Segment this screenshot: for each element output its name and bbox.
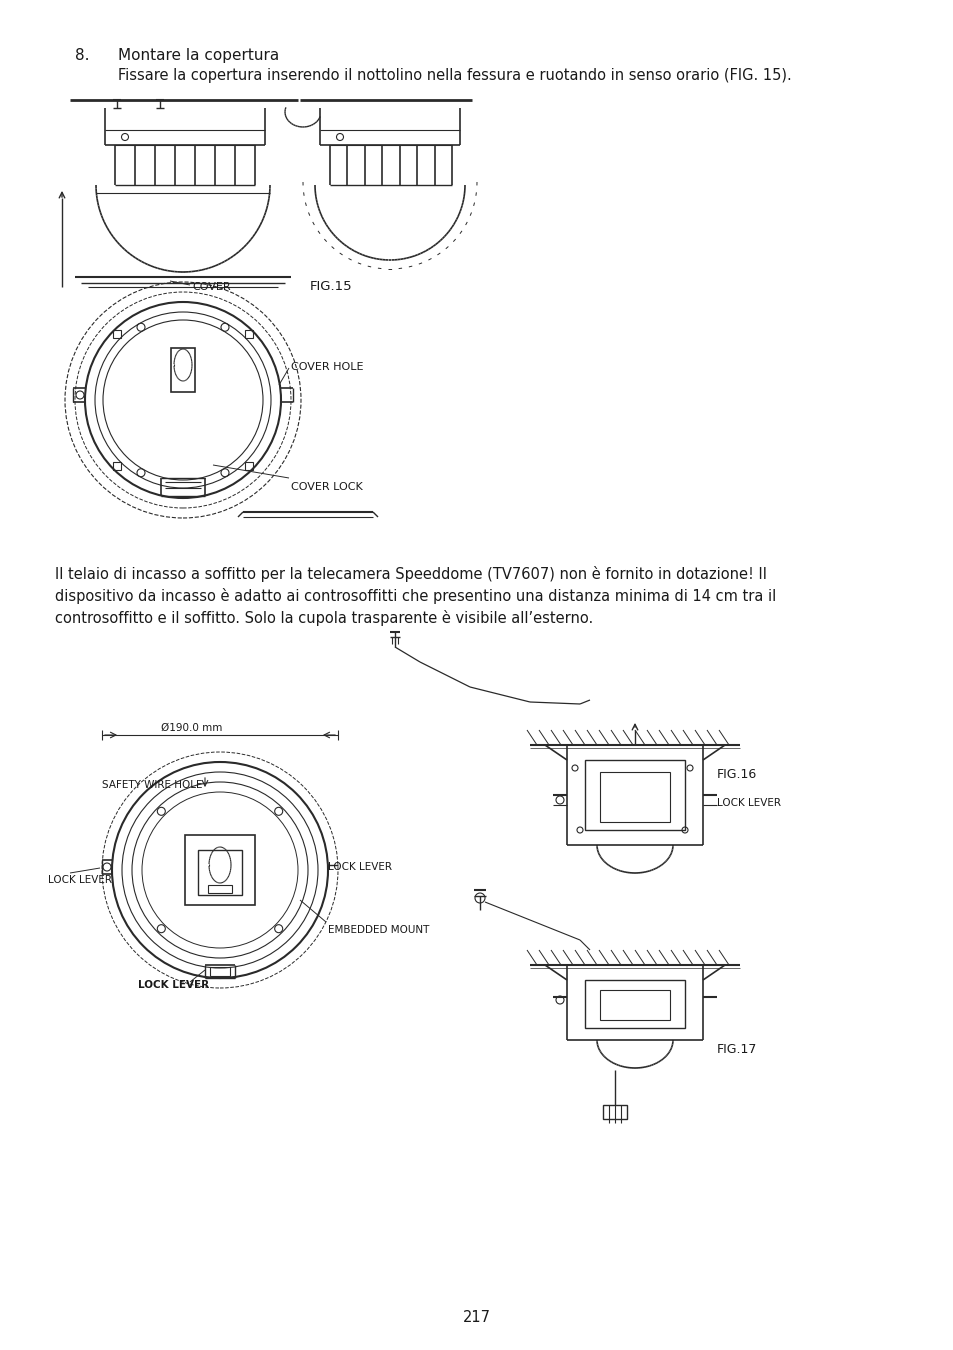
Text: FIG.15: FIG.15 xyxy=(310,279,353,293)
Bar xyxy=(584,760,684,830)
Text: COVER LOCK: COVER LOCK xyxy=(291,482,362,491)
Bar xyxy=(245,331,253,339)
Text: dispositivo da incasso è adatto ai controsoffitti che presentino una distanza mi: dispositivo da incasso è adatto ai contr… xyxy=(55,589,776,603)
Text: Ø190.0 mm: Ø190.0 mm xyxy=(161,724,222,733)
Bar xyxy=(602,1106,626,1119)
Bar xyxy=(584,980,684,1027)
Bar xyxy=(171,348,194,392)
Bar xyxy=(599,990,669,1021)
Text: COVER: COVER xyxy=(192,282,231,292)
Text: Il telaio di incasso a soffitto per la telecamera Speeddome (TV7607) non è forni: Il telaio di incasso a soffitto per la t… xyxy=(55,566,766,582)
Bar xyxy=(208,886,232,892)
Text: LOCK LEVER: LOCK LEVER xyxy=(138,980,209,990)
Bar xyxy=(245,462,253,470)
Text: 8.: 8. xyxy=(75,49,90,63)
Text: COVER HOLE: COVER HOLE xyxy=(291,362,363,373)
Text: controsoffitto e il soffitto. Solo la cupola trasparente è visibile all’esterno.: controsoffitto e il soffitto. Solo la cu… xyxy=(55,610,593,626)
Text: LOCK LEVER: LOCK LEVER xyxy=(48,875,112,886)
Text: Fissare la copertura inserendo il nottolino nella fessura e ruotando in senso or: Fissare la copertura inserendo il nottol… xyxy=(118,68,791,82)
Bar xyxy=(210,967,230,976)
Text: EMBEDDED MOUNT: EMBEDDED MOUNT xyxy=(328,925,429,936)
Text: LOCK LEVER: LOCK LEVER xyxy=(328,863,392,872)
Bar xyxy=(198,850,242,895)
Text: LOCK LEVER: LOCK LEVER xyxy=(717,798,781,809)
Bar xyxy=(113,462,121,470)
Text: FIG.17: FIG.17 xyxy=(717,1044,757,1056)
Text: FIG.16: FIG.16 xyxy=(717,768,757,782)
Bar xyxy=(185,836,254,904)
Bar xyxy=(113,331,121,339)
Text: 217: 217 xyxy=(462,1310,491,1324)
Text: SAFETY WIRE HOLE: SAFETY WIRE HOLE xyxy=(102,780,202,790)
Bar xyxy=(599,772,669,822)
Text: Montare la copertura: Montare la copertura xyxy=(118,49,279,63)
